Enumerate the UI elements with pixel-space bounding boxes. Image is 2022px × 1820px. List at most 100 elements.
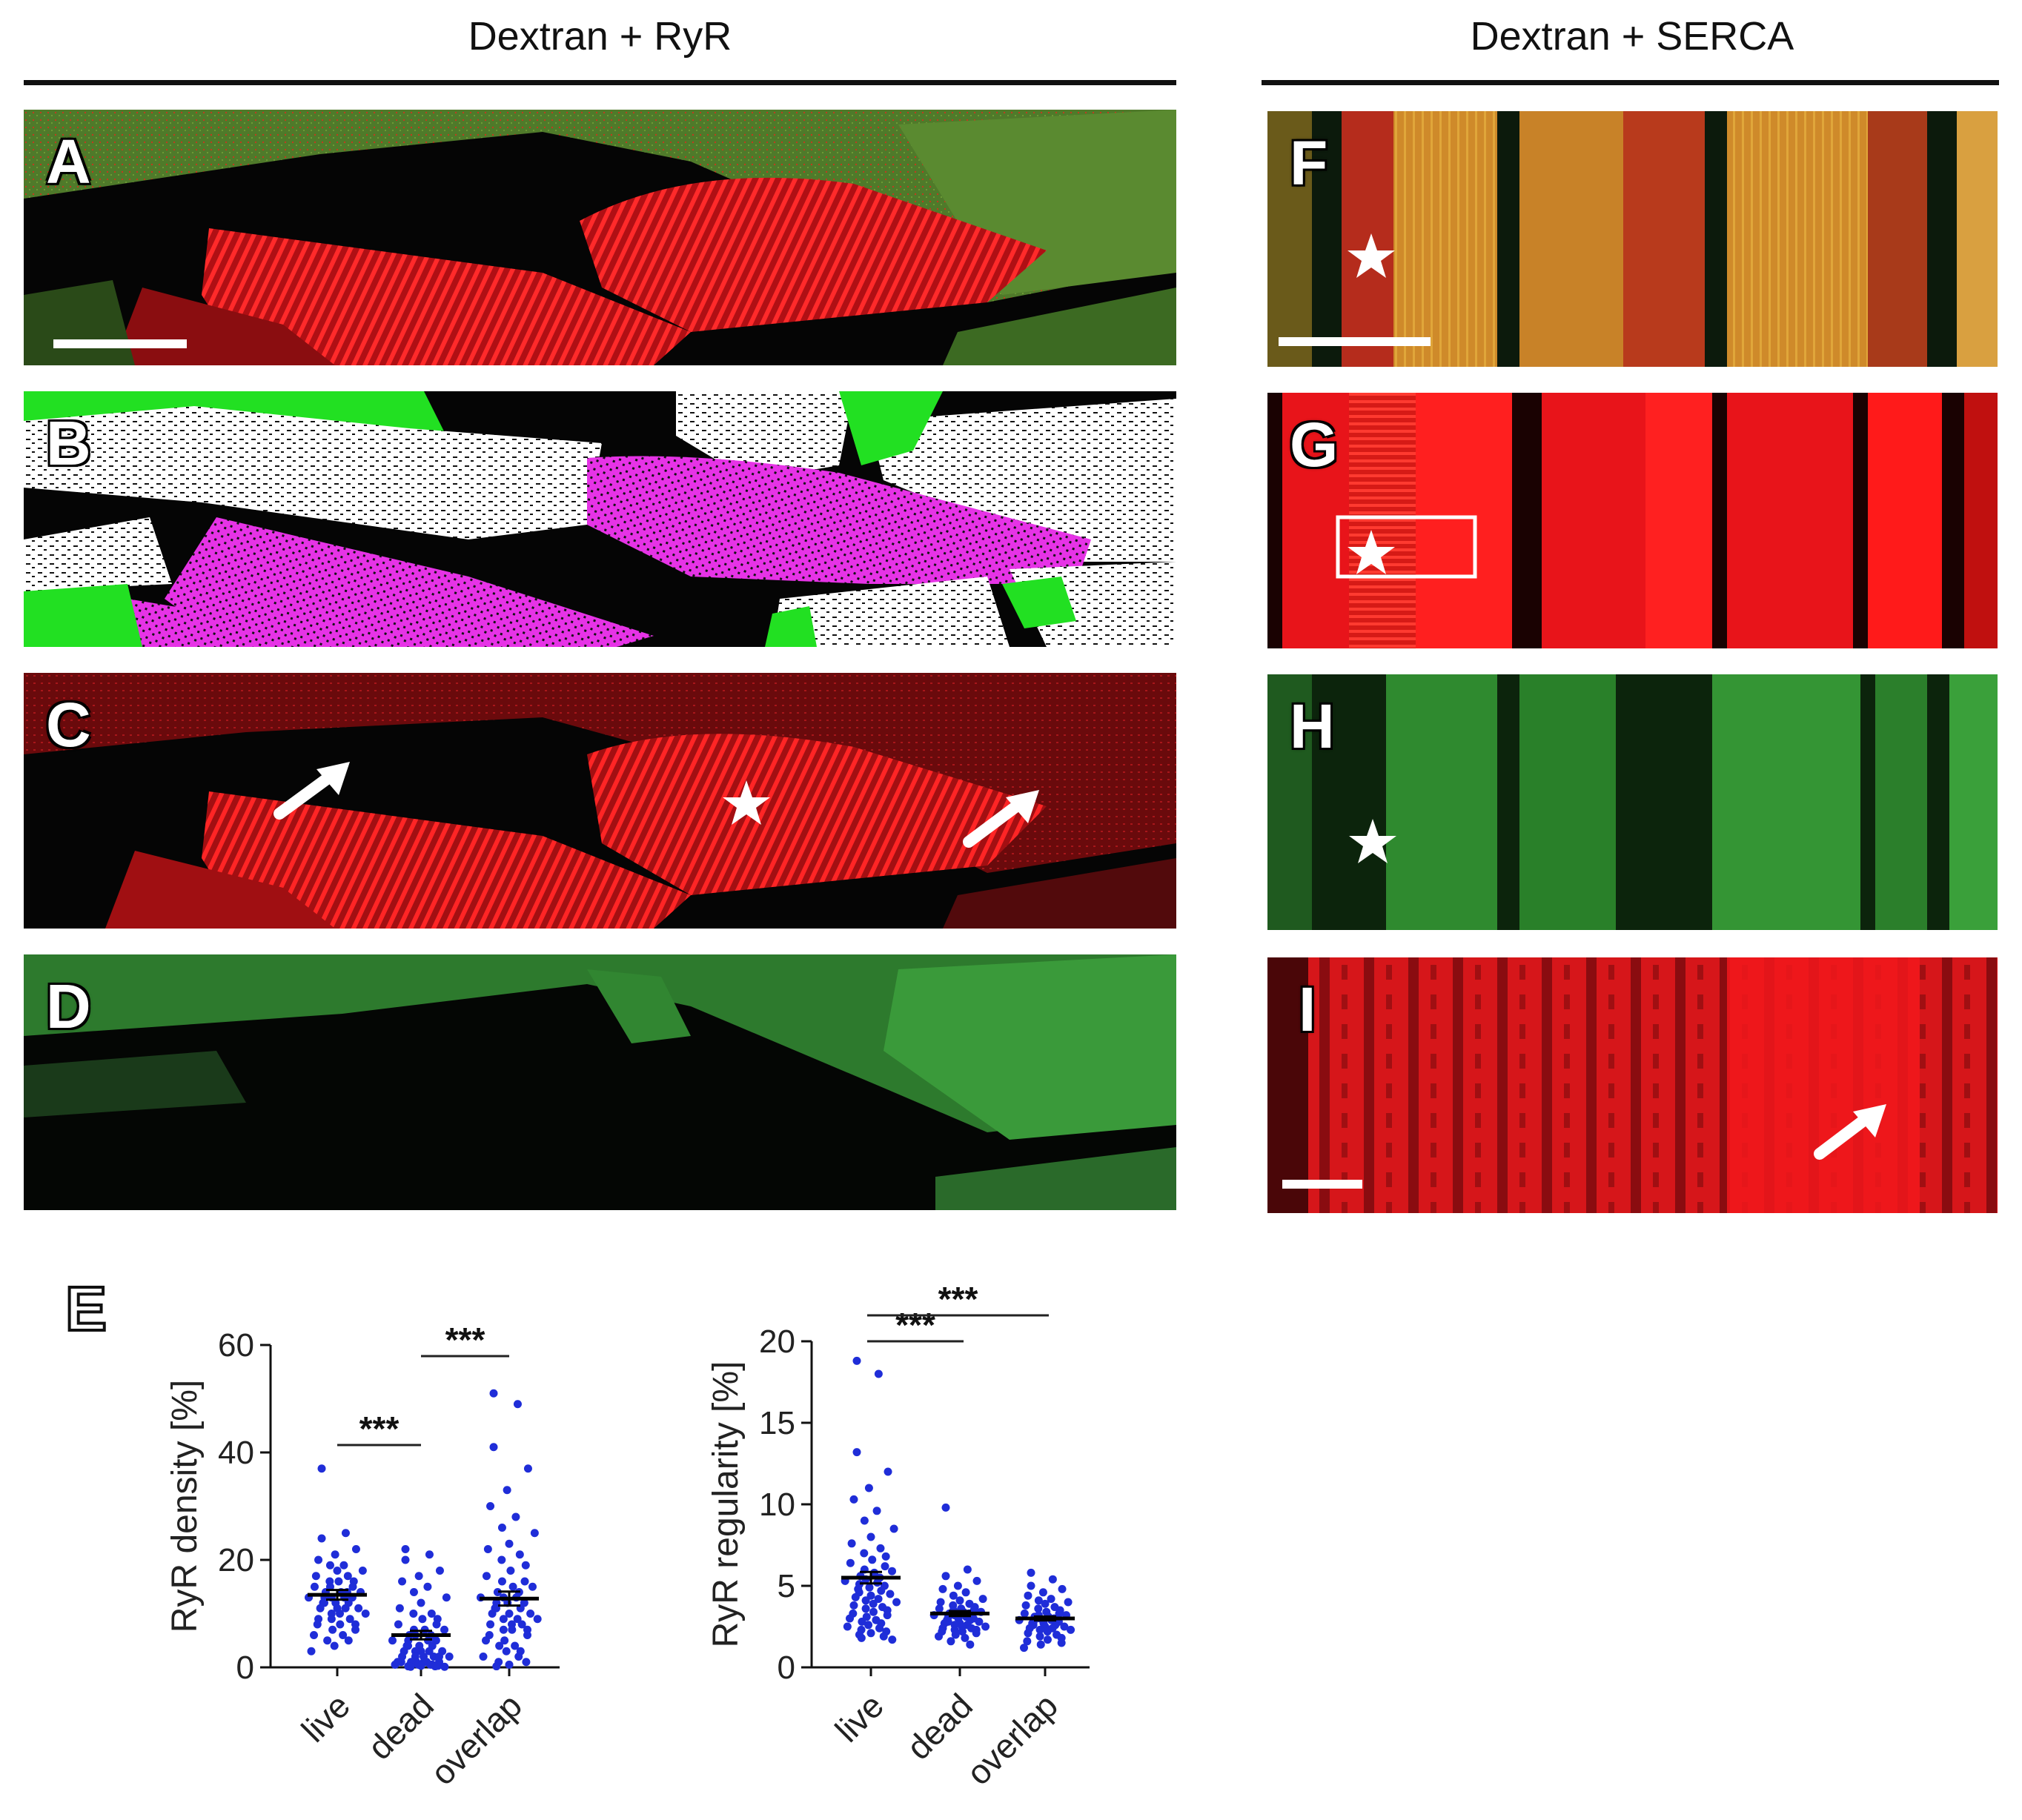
data-point <box>1024 1591 1032 1600</box>
data-point <box>489 1389 498 1398</box>
data-point <box>530 1529 539 1538</box>
panel-a-image <box>24 110 1176 365</box>
data-point <box>505 1660 514 1669</box>
data-point <box>947 1637 955 1646</box>
data-point <box>333 1567 342 1575</box>
data-point <box>861 1604 870 1613</box>
data-point <box>1036 1640 1045 1649</box>
y-tick-label: 60 <box>218 1327 254 1364</box>
data-point <box>388 1636 397 1645</box>
panel-c-label: C <box>46 690 91 760</box>
data-point <box>874 1369 883 1378</box>
data-point <box>1043 1627 1052 1636</box>
data-point <box>883 1611 892 1620</box>
y-tick-label: 5 <box>778 1568 795 1604</box>
data-point <box>307 1647 316 1655</box>
data-point <box>951 1630 960 1639</box>
data-point <box>495 1641 504 1650</box>
x-tick-label: dead <box>360 1686 441 1767</box>
data-point <box>310 1631 318 1639</box>
panel-f-micrograph <box>1267 111 1998 367</box>
data-point <box>875 1624 884 1633</box>
data-point <box>846 1558 855 1567</box>
data-point <box>852 1356 861 1365</box>
data-point <box>868 1555 877 1564</box>
data-point <box>884 1467 892 1476</box>
data-point <box>888 1635 897 1644</box>
data-point <box>1038 1588 1047 1597</box>
y-tick-label: 0 <box>236 1650 254 1686</box>
y-tick-label: 40 <box>218 1435 254 1471</box>
data-point <box>511 1641 520 1650</box>
data-point <box>872 1507 881 1515</box>
data-point <box>418 1615 427 1624</box>
chart-ryr-regularity: 0 5 10 15 20 RyR regularity [%] live dead overla… <box>674 1280 1119 1816</box>
arrow-c-right <box>963 790 1039 848</box>
data-point <box>1058 1584 1067 1593</box>
data-point <box>1055 1609 1064 1618</box>
data-point <box>876 1544 885 1552</box>
data-point <box>881 1552 890 1561</box>
data-point <box>981 1622 990 1631</box>
data-point <box>869 1599 878 1608</box>
data-point <box>440 1625 448 1634</box>
panel-h-label: H <box>1290 691 1335 761</box>
data-point <box>325 1582 334 1591</box>
data-point <box>972 1576 981 1585</box>
data-point <box>341 1604 350 1613</box>
data-point <box>935 1632 943 1641</box>
data-point <box>409 1610 418 1618</box>
data-point <box>314 1555 323 1564</box>
data-point <box>325 1561 334 1570</box>
data-point <box>506 1567 515 1575</box>
data-point <box>860 1549 869 1558</box>
data-point <box>341 1529 350 1538</box>
data-point <box>892 1598 901 1607</box>
data-point <box>978 1595 987 1604</box>
data-point <box>339 1561 348 1570</box>
data-point <box>975 1617 984 1626</box>
y-tick-label: 0 <box>778 1650 795 1686</box>
x-tick-label: overlap <box>959 1686 1065 1792</box>
significance-label: *** <box>359 1409 400 1448</box>
data-point <box>361 1610 370 1618</box>
panel-i-micrograph <box>1267 957 1998 1213</box>
data-point <box>849 1495 858 1504</box>
panel-d-image <box>24 954 1176 1210</box>
data-point <box>497 1577 506 1586</box>
scale-bar-f <box>1279 337 1431 346</box>
right-column-title: Dextran + SERCA <box>1470 14 1794 59</box>
x-tick-label: live <box>827 1686 891 1750</box>
data-point <box>440 1662 449 1671</box>
panel-i-label: I <box>1299 974 1316 1044</box>
data-point <box>423 1582 432 1591</box>
data-point <box>1020 1644 1028 1653</box>
data-point <box>425 1647 434 1655</box>
panel-h-image <box>1267 674 1998 930</box>
data-point <box>445 1653 454 1661</box>
data-point <box>860 1516 869 1525</box>
x-tick-label: dead <box>899 1686 980 1767</box>
x-tick-label: live <box>294 1686 357 1750</box>
data-point <box>533 1615 542 1624</box>
data-point <box>488 1610 497 1618</box>
significance-label: *** <box>938 1282 978 1318</box>
panel-d-label: D <box>46 972 91 1041</box>
data-point <box>1057 1638 1066 1647</box>
data-point <box>502 1647 511 1655</box>
x-tick-label: overlap <box>423 1686 529 1792</box>
data-point <box>479 1653 488 1661</box>
data-point <box>331 1550 339 1559</box>
panel-d-micrograph <box>24 954 1176 1210</box>
data-point <box>866 1629 875 1638</box>
data-point <box>394 1620 402 1629</box>
scale-bar-a <box>53 339 187 348</box>
data-point <box>427 1610 436 1618</box>
panel-b-label: B <box>46 408 91 478</box>
data-point <box>852 1448 861 1457</box>
y-axis-label: RyR density [%] <box>165 1380 205 1633</box>
data-point <box>935 1604 944 1613</box>
data-point <box>499 1625 508 1634</box>
panel-g-label: G <box>1290 410 1339 479</box>
data-point <box>1064 1598 1073 1607</box>
